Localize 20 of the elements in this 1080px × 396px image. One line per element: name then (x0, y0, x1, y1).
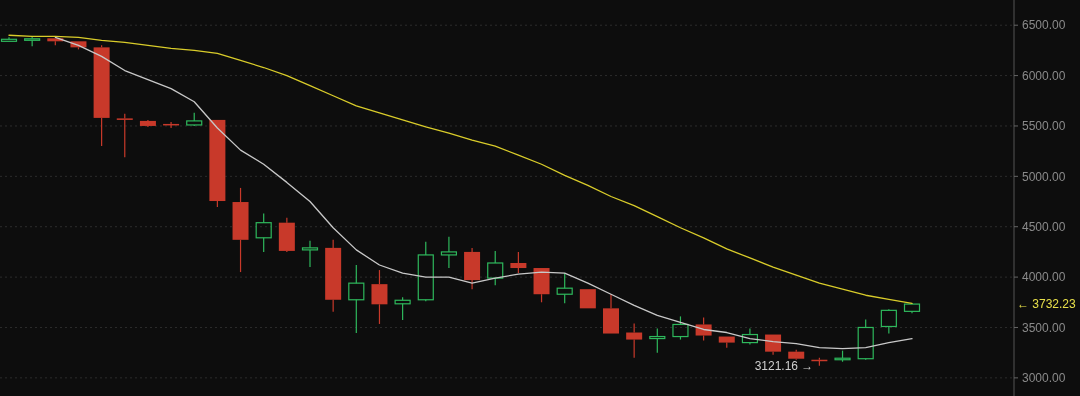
candlestick (139, 120, 156, 126)
line-series (8, 34, 913, 304)
candlestick (440, 236, 458, 269)
text: ← 3732.23 (1017, 297, 1077, 312)
y-tick-label: 6000.00 (1022, 68, 1066, 83)
y-tick-label: 6500.00 (1022, 18, 1066, 33)
y-tick-label: 3500.00 (1022, 320, 1066, 335)
candlestick (348, 264, 365, 334)
candlestick (301, 240, 319, 268)
y-tick-label: 4000.00 (1022, 270, 1066, 285)
y-tick-label: 5500.00 (1022, 119, 1066, 134)
candlestick (93, 44, 110, 147)
candlestick (464, 247, 481, 290)
y-tick-label: 5000.00 (1022, 169, 1066, 184)
candlestick (741, 327, 759, 346)
annotation: 3121.16 → (754, 358, 814, 373)
y-tick-label: 3000.00 (1022, 371, 1066, 386)
y-tick-label: 4500.00 (1022, 219, 1066, 234)
candlestick (788, 349, 805, 359)
candlestick (626, 322, 643, 359)
